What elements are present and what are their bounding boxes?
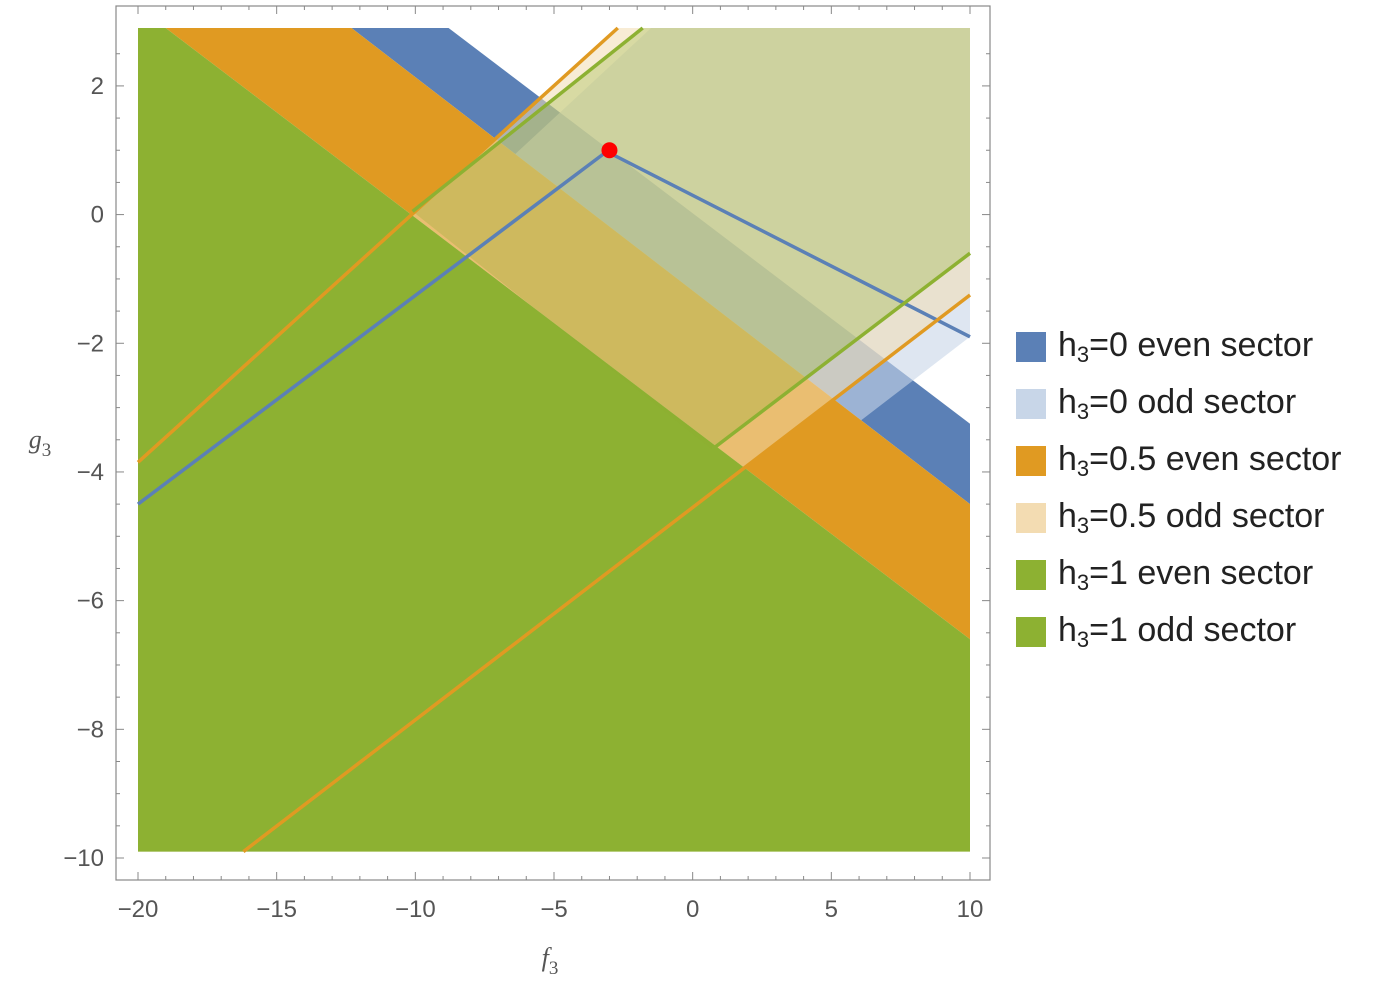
y-tick-labels: 2 0 −2 −4 −6 −8 −10 [63,73,104,872]
x-tick-label: 10 [957,896,984,923]
marker-layer [601,142,618,159]
legend-label: h3=0.5 even sector [1058,439,1342,481]
legend-item-6: h3=1 odd sector [1016,603,1342,660]
y-tick-label: −8 [77,716,104,743]
y-axis-label: g3 [29,425,52,461]
legend-item-2: h3=0 odd sector [1016,375,1342,432]
y-tick-label: −4 [77,459,104,486]
legend-swatch [1016,388,1046,419]
x-tick-label: 0 [686,896,699,923]
x-axis-label: f3 [542,943,559,979]
legend: h3=0 even sector h3=0 odd sector h3=0.5 ev… [1016,318,1342,660]
y-tick-label: −10 [63,845,104,872]
region-6 [412,28,971,450]
legend-swatch [1016,331,1046,362]
legend-item-1: h3=0 even sector [1016,318,1342,375]
legend-item-3: h3=0.5 even sector [1016,432,1342,489]
x-tick-label: 5 [825,896,838,923]
marker-point [601,142,618,159]
legend-swatch [1016,502,1046,533]
boundary-line-4 [411,26,644,213]
boundary-line-5 [711,251,972,451]
legend-item-4: h3=0.5 odd sector [1016,489,1342,546]
legend-label: h3=0 odd sector [1058,382,1297,424]
legend-label: h3=1 odd sector [1058,610,1297,652]
legend-swatch [1016,445,1046,476]
x-tick-labels: −20 −15 −10 −5 0 5 10 [118,896,984,923]
y-tick-label: 2 [91,73,104,100]
x-tick-label: −15 [256,896,297,923]
legend-label: h3=1 even sector [1058,553,1314,595]
boundary-line-2 [136,26,619,464]
y-tick-label: 0 [91,202,104,229]
legend-label: h3=0.5 odd sector [1058,496,1325,538]
x-tick-label: −5 [540,896,567,923]
legend-item-5: h3=1 even sector [1016,546,1342,603]
legend-swatch [1016,616,1046,647]
x-tick-label: −20 [118,896,159,923]
legend-swatch [1016,559,1046,590]
plot-regions [138,28,971,852]
boundary-line-3 [242,293,972,853]
axis-ticks [116,6,990,880]
legend-label: h3=0 even sector [1058,325,1314,367]
y-tick-label: −6 [77,588,104,615]
y-tick-label: −2 [77,330,104,357]
plot-frame [115,5,991,881]
region-5 [138,28,970,852]
x-tick-label: −10 [395,896,436,923]
